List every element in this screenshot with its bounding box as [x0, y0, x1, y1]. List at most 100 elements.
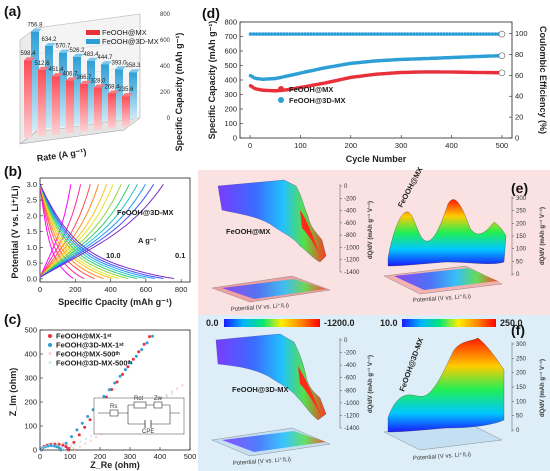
panel-a-bar-label-feooh-3d-mx: 634.2	[41, 37, 57, 43]
side-axis-tick-label: 100	[516, 399, 527, 405]
panel-c-x-label: Z_Re (ohm)	[90, 460, 140, 470]
panel-d-legend: FeOOH@MX FeOOH@3D-MX	[278, 85, 345, 105]
side-axis-tick-label: 150	[516, 385, 527, 391]
side-axis-tick-label: 250	[516, 209, 527, 215]
panel-d-ce-point	[324, 32, 328, 36]
panel-d-ce-point	[257, 32, 262, 36]
side-axis-tick-label: -800	[344, 233, 357, 239]
panel-d-y-tick-label: 600	[224, 47, 237, 56]
panel-a-bar-label-feooh-mx: 598.4	[20, 51, 36, 57]
panel-c-point-cross: ×	[62, 446, 65, 452]
panel-d-ce-point	[279, 32, 283, 36]
panel-c-point-cross: ×	[100, 432, 103, 438]
panel-b-rate-low: 0.1	[175, 251, 185, 260]
panel-c-point-cross: ×	[57, 441, 60, 447]
panel-d-ce-point	[306, 32, 310, 36]
panel-f-left-axis-label: dQ/dV (mAh g⁻¹ V⁻¹)	[367, 355, 374, 413]
panel-a-bar-feooh-3d-mx	[87, 60, 95, 124]
panel-d-y-tick-label: 400	[224, 76, 237, 85]
panel-d-ce-point	[390, 32, 395, 36]
panel-e-right-floor-map	[394, 268, 498, 290]
panel-a-bar-feooh-3d-mx	[31, 31, 39, 131]
panel-b-y-tick-label: 1.5	[27, 227, 37, 236]
side-axis-tick-label: -1200	[344, 258, 360, 264]
panel-b-x-tick-label: 400	[104, 285, 117, 294]
panel-d-ce-point	[285, 32, 289, 36]
panel-d-ce-point	[439, 32, 443, 36]
panel-d-plot-frame	[239, 21, 513, 139]
panel-d-ce-point	[487, 32, 492, 36]
panel-a-bar-top-feooh-3d-mx	[73, 53, 84, 57]
panel-d-ce-point	[339, 32, 344, 36]
panel-c-point-cross: ×	[171, 392, 174, 398]
panel-b-x-tick-label: 600	[140, 285, 153, 294]
panel-d-ce-point	[369, 32, 374, 36]
circuit-label-rs: Rs	[110, 404, 117, 410]
panel-c-point	[72, 440, 76, 444]
panel-d-ce-point	[345, 32, 350, 36]
panel-c-point	[142, 342, 146, 346]
panel-d-ce-point	[405, 32, 410, 36]
side-axis-tick-label: -1400	[344, 270, 360, 276]
legend-label-d-feooh-3d-mx: FeOOH@3D-MX	[289, 96, 345, 105]
panel-c-y-tick-label: 500	[24, 326, 37, 335]
panel-d-ce-point	[451, 32, 455, 36]
panel-d-ce-point	[273, 32, 277, 36]
panel-b-y-label: Potential (V vs. Li⁺/Li)	[10, 185, 20, 278]
panel-d-ce-point	[381, 32, 386, 36]
panel-f-tag: (f)	[511, 322, 525, 338]
panel-b-annotation: FeOOH@3D-MX	[117, 208, 173, 217]
panel-d-y-tick-label: 700	[224, 32, 237, 41]
panel-d-ce-point	[399, 32, 404, 36]
panel-d-y2-tick-label: 60	[515, 71, 523, 80]
panel-c-point	[61, 443, 65, 447]
panel-c-point	[137, 350, 141, 354]
circuit-label-zw: Zw	[154, 396, 163, 402]
circuit-wires	[98, 404, 180, 425]
panel-d-ce-point	[282, 32, 286, 36]
panel-d-ce-point	[330, 32, 335, 36]
side-axis-tick-label: 200	[516, 371, 527, 377]
circuit-label-rct: Rct	[134, 396, 143, 402]
panel-b-y-tick-label: 0.5	[27, 259, 37, 268]
panel-d-ce-point	[327, 32, 332, 36]
panel-c-legend-label: FeOOH@MX-500ᵗʰ	[56, 350, 120, 359]
panel-d-cycling: 0 100 200 300 400 500010020030040050060070080…	[207, 18, 548, 165]
side-axis-tick-label: -800	[344, 388, 357, 394]
panel-b-discharge-curve	[39, 184, 164, 279]
panel-a-bar-label-feooh-mx: 235.6	[118, 87, 134, 93]
panel-d-ce-end-marker	[498, 30, 506, 38]
legend-label-feooh-3d-mx: FeOOH@3D-MX	[102, 37, 159, 46]
panel-d-ce-point	[251, 32, 256, 36]
panel-d-y-tick-label: 100	[224, 119, 237, 128]
panel-d-ce-point	[363, 32, 368, 36]
panel-b-charge-curve	[39, 184, 164, 278]
side-axis-tick-label: 300	[516, 196, 527, 202]
panel-c-x-tick-label: 500	[184, 452, 197, 461]
panel-a-y-tick-label: 800	[160, 12, 171, 18]
panel-a-bars: 756.8 598.4 634.2 512.6 570.7 451.4 526.2 406.7…	[20, 23, 141, 138]
panel-b-discharge-curve	[39, 184, 146, 279]
panel-c-point-cross: ×	[170, 390, 173, 396]
panel-d-y-tick-label: 200	[224, 105, 237, 114]
panel-d-points	[248, 30, 506, 93]
panel-b-discharge-curve	[39, 184, 104, 279]
side-axis-tick-label: 0	[344, 338, 348, 344]
panel-c-point-cross: ×	[40, 448, 43, 454]
panel-c-legend-marker	[48, 343, 52, 347]
panel-e-right-floor-axis: Potential (V vs. Li⁺/Li)	[413, 293, 472, 304]
panel-d-ce-point	[448, 32, 452, 36]
panel-d-ce-point	[291, 32, 295, 36]
panel-b-curves	[39, 184, 175, 279]
panel-d-y2-tick-label: 0	[515, 134, 519, 143]
panel-c-point	[126, 365, 130, 369]
panel-c-point-cross: ×	[165, 393, 168, 399]
panel-b-charge-curve	[39, 184, 114, 278]
panel-e-left-floor-map	[222, 279, 326, 299]
panel-a-legend: FeOOH@MX FeOOH@3D-MX	[86, 28, 159, 46]
panel-d-ce-point	[393, 32, 398, 36]
panel-d-ce-point	[472, 32, 477, 36]
panel-c-y-label: Z_Im (ohm)	[8, 368, 18, 417]
side-axis-tick-label: -1000	[344, 401, 360, 407]
